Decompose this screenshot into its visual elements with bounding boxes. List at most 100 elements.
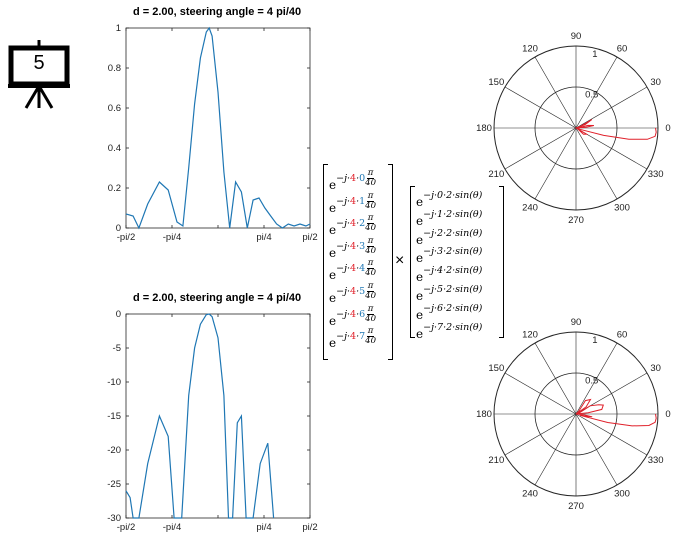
series-line — [125, 26, 311, 230]
line-chart-linear: 0 0.2 0.4 0.6 0.8 1 -pi/2 -pi/4 pi/4 pi/2 — [108, 23, 318, 243]
polar-spoke — [534, 56, 577, 129]
y-tick-label: -15 — [107, 411, 121, 422]
y-tick-label: 0.6 — [108, 103, 121, 114]
angle-tick-label: 270 — [568, 215, 584, 226]
y-tick-label: 1 — [116, 23, 121, 34]
angle-tick-label: 330 — [648, 455, 664, 466]
polar-spoke — [575, 413, 618, 486]
polar-spoke — [575, 413, 648, 456]
x-tick-label: -pi/4 — [163, 522, 181, 533]
times-symbol: × — [395, 252, 405, 269]
angle-tick-label: 300 — [614, 489, 630, 500]
plot-area — [125, 27, 311, 229]
y-tick-label: 0 — [116, 223, 121, 234]
matrix-a-row: e−j·4·6 π 40 — [329, 303, 376, 328]
y-tick-label: -20 — [107, 445, 121, 456]
y-tick-label: 0 — [116, 309, 121, 320]
angle-tick-label: 240 — [522, 489, 538, 500]
chart-title: d = 2.00, steering angle = 4 pi/40 — [133, 6, 302, 18]
x-tick-label: pi/4 — [256, 232, 271, 243]
radial-tick-label: 0.5 — [585, 376, 598, 387]
polar-spoke — [575, 127, 648, 170]
polar-spoke — [575, 56, 618, 129]
angle-tick-label: 0 — [665, 409, 670, 420]
x-tick-label: -pi/2 — [117, 522, 135, 533]
radial-tick-label: 1 — [592, 49, 597, 60]
matrix-b-row: e−j·1·2·sin(θ) — [416, 208, 483, 228]
angle-tick-label: 150 — [488, 363, 504, 374]
angle-tick-label: 90 — [571, 317, 582, 328]
chart-title: d = 2.00, steering angle = 4 pi/40 — [133, 292, 302, 304]
x-tick-label: pi/4 — [256, 522, 271, 533]
exp-base: e — [329, 200, 337, 215]
presentation-icon: 5 — [6, 38, 72, 110]
plot-area — [125, 313, 311, 519]
matrix-b-row: e−j·4·2·sin(θ) — [416, 265, 483, 285]
exp-base: e — [329, 245, 337, 260]
angle-tick-label: 240 — [522, 203, 538, 214]
series-line — [125, 313, 275, 519]
matrix-a-row: e−j·4·3 π 40 — [329, 235, 376, 260]
line-chart-db: 0 -5 -10 -15 -20 -25 -30-pi/2 -pi/4 pi/4 pi/2 — [107, 309, 317, 533]
x-tick-label: pi/2 — [302, 522, 317, 533]
matrix-b-row: e−j·2·2·sin(θ) — [416, 227, 483, 247]
polar-spoke — [534, 127, 577, 200]
exp-base: e — [329, 223, 337, 238]
y-tick-label: -5 — [113, 343, 121, 354]
polar-spoke — [575, 127, 618, 200]
polar-spoke — [534, 413, 577, 486]
angle-tick-label: 60 — [617, 329, 628, 340]
matrix-a-row: e−j·4·2 π 40 — [329, 213, 376, 238]
exp-base: e — [329, 336, 337, 351]
x-tick-label: -pi/4 — [163, 232, 181, 243]
angle-tick-label: 180 — [476, 409, 492, 420]
angle-tick-label: 150 — [488, 77, 504, 88]
angle-tick-label: 120 — [522, 43, 538, 54]
polar-pattern-bottom: 0 30 60 90 120 150 180 210 240 270 300 330 0.5 1 — [476, 317, 671, 512]
y-tick-label: 0.4 — [108, 143, 121, 154]
polar-series — [574, 119, 657, 140]
polar-spoke — [534, 342, 577, 415]
polar-spoke — [504, 413, 577, 456]
y-tick-label: 0.8 — [108, 63, 121, 74]
y-tick-label: -10 — [107, 377, 121, 388]
y-tick-label: 0.2 — [108, 183, 121, 194]
radial-tick-label: 0.5 — [585, 90, 598, 101]
matrix-b-row: e−j·0·2·sin(θ) — [416, 190, 483, 209]
matrix-a-row: e−j·4·5 π 40 — [329, 280, 376, 305]
matrix-a-row: e−j·4·1 π 40 — [329, 190, 376, 215]
x-tick-label: pi/2 — [302, 232, 317, 243]
matrix-a-row: e−j·4·4 π 40 — [329, 258, 376, 283]
matrix-b-row: e−j·5·2·sin(θ) — [416, 283, 483, 303]
angle-tick-label: 30 — [650, 77, 661, 88]
polar-spoke — [504, 86, 577, 129]
matrix-b-row: e−j·7·2·sin(θ) — [416, 321, 483, 341]
matrix-b-row: e−j·3·2·sin(θ) — [416, 246, 483, 266]
exp-base: e — [329, 290, 337, 305]
y-tick-label: -25 — [107, 479, 121, 490]
polar-spoke — [504, 372, 577, 415]
polar-spoke — [575, 342, 618, 415]
angle-tick-label: 210 — [488, 455, 504, 466]
exp-base: e — [329, 268, 337, 283]
exp-base: e — [329, 313, 337, 328]
y-tick-label: -30 — [107, 513, 121, 524]
polar-spoke — [575, 86, 648, 129]
polar-series — [575, 398, 657, 427]
matrix-b-row: e−j·6·2·sin(θ) — [416, 302, 483, 322]
matrix-a-row: e−j·4·0 π 40 — [329, 168, 376, 193]
angle-tick-label: 90 — [571, 31, 582, 42]
angle-tick-label: 30 — [650, 363, 661, 374]
polar-pattern-top: 0 30 60 90 120 150 180 210 240 270 300 330 0.5 1 — [476, 31, 671, 226]
angle-tick-label: 210 — [488, 169, 504, 180]
steering-vector-matrix: e−j·4·0 π 40 e−j·4·1 π 40 e−j·4·2 π 40 e−j·4·3 π 40… — [323, 164, 393, 360]
slide-number: 5 — [33, 52, 45, 74]
angle-tick-label: 60 — [617, 43, 628, 54]
angle-tick-label: 120 — [522, 329, 538, 340]
angle-tick-label: 180 — [476, 123, 492, 134]
angle-tick-label: 330 — [648, 169, 664, 180]
angle-tick-label: 270 — [568, 501, 584, 512]
exp-base: e — [329, 178, 337, 192]
x-tick-label: -pi/2 — [117, 232, 135, 243]
angle-tick-label: 300 — [614, 203, 630, 214]
